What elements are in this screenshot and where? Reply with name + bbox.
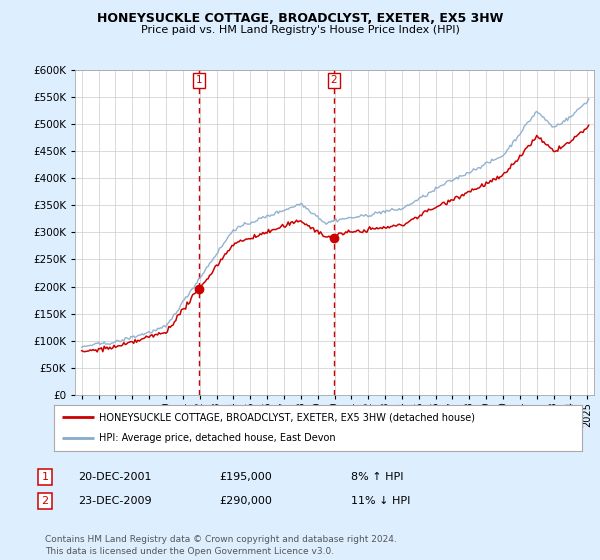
Text: 8% ↑ HPI: 8% ↑ HPI [351, 472, 404, 482]
Text: Price paid vs. HM Land Registry's House Price Index (HPI): Price paid vs. HM Land Registry's House … [140, 25, 460, 35]
Text: HONEYSUCKLE COTTAGE, BROADCLYST, EXETER, EX5 3HW: HONEYSUCKLE COTTAGE, BROADCLYST, EXETER,… [97, 12, 503, 25]
Text: £195,000: £195,000 [219, 472, 272, 482]
Text: 2: 2 [41, 496, 49, 506]
Text: HONEYSUCKLE COTTAGE, BROADCLYST, EXETER, EX5 3HW (detached house): HONEYSUCKLE COTTAGE, BROADCLYST, EXETER,… [99, 412, 475, 422]
Text: 20-DEC-2001: 20-DEC-2001 [78, 472, 151, 482]
Text: 1: 1 [196, 76, 202, 86]
Text: 11% ↓ HPI: 11% ↓ HPI [351, 496, 410, 506]
Text: 2: 2 [331, 76, 337, 86]
Text: £290,000: £290,000 [219, 496, 272, 506]
Text: HPI: Average price, detached house, East Devon: HPI: Average price, detached house, East… [99, 433, 335, 444]
Text: Contains HM Land Registry data © Crown copyright and database right 2024.
This d: Contains HM Land Registry data © Crown c… [45, 535, 397, 556]
Text: 1: 1 [41, 472, 49, 482]
Text: 23-DEC-2009: 23-DEC-2009 [78, 496, 152, 506]
